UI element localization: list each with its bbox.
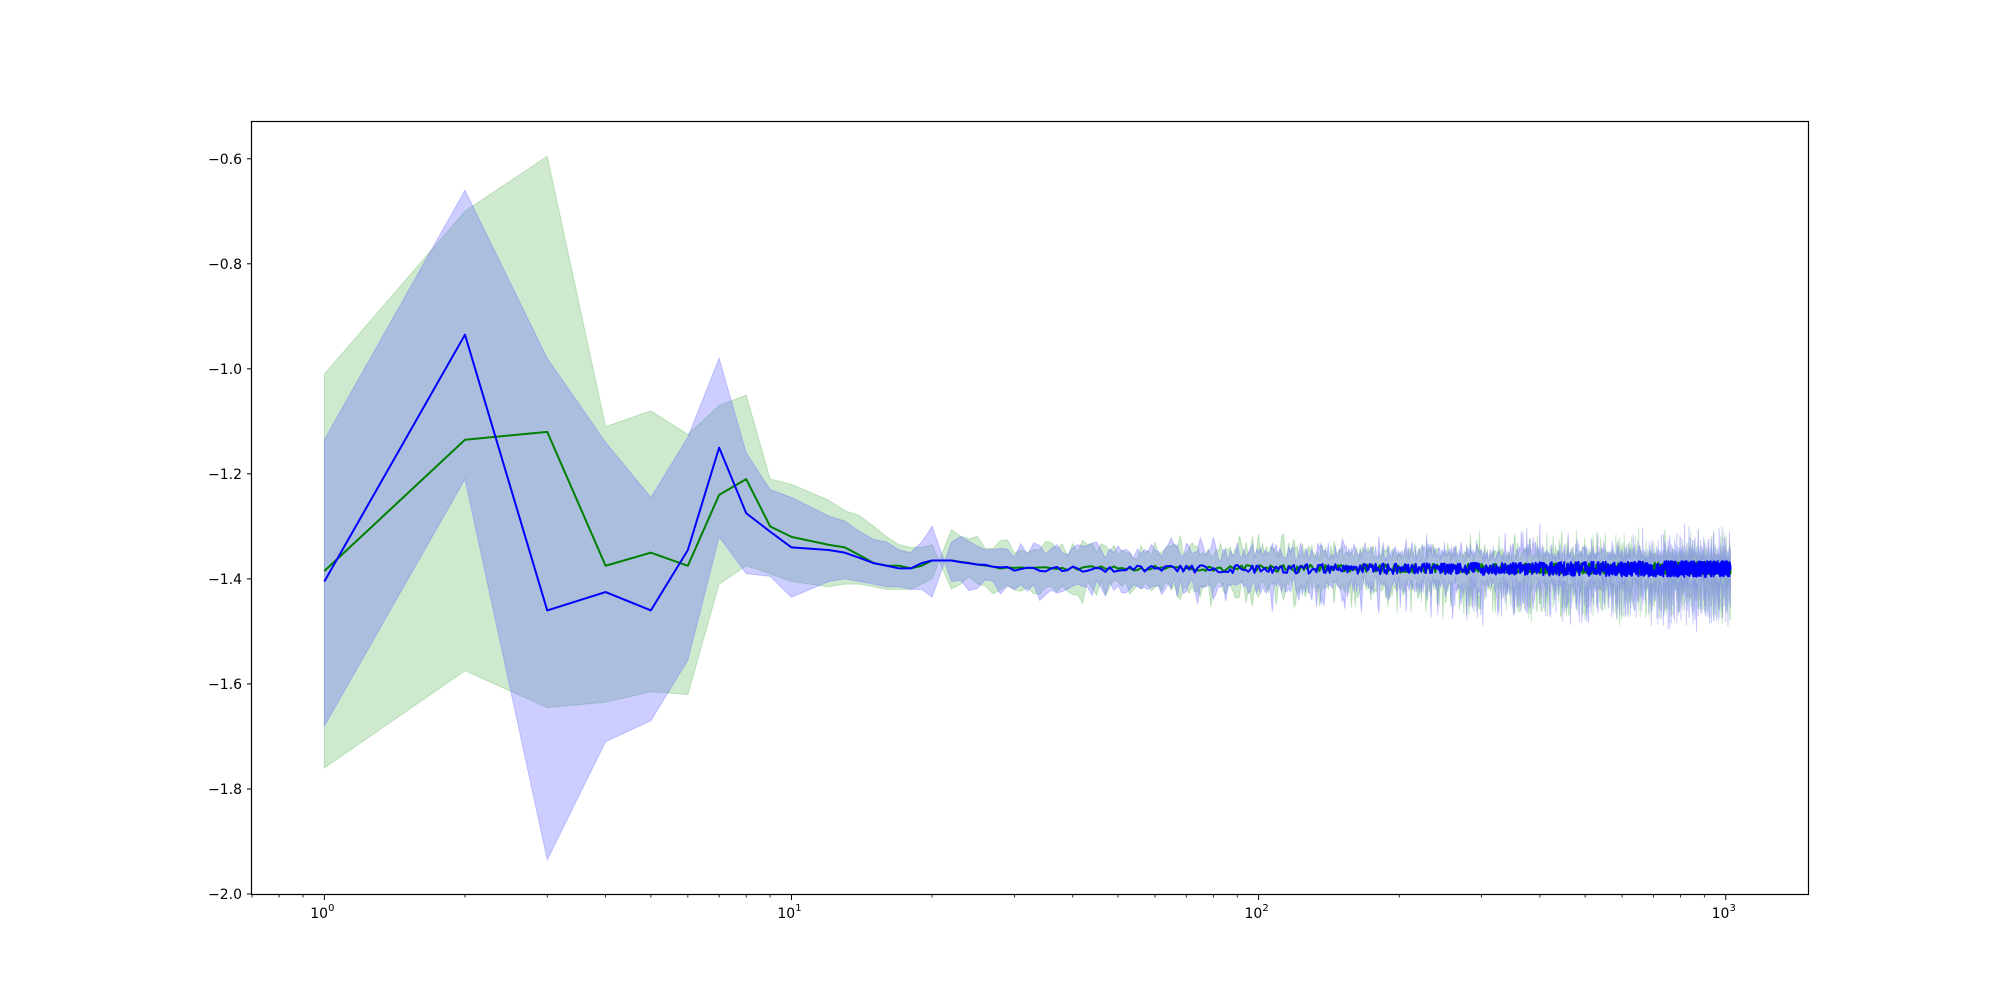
x-tick-exponent: 1 [795, 903, 801, 914]
x-tick-base: 10 [1712, 906, 1730, 922]
y-tick-label: −1.8 [208, 782, 242, 798]
y-tick-label: −1.6 [208, 677, 242, 693]
x-axis: 100 101 102 103 [251, 894, 1736, 922]
series-lines [323, 333, 1732, 612]
x-tick-label: 100 [310, 903, 334, 922]
y-tick-label: −1.0 [208, 362, 242, 378]
y-tick-label: −0.8 [208, 257, 242, 273]
x-tick-label: 102 [1245, 903, 1269, 922]
plot-frame [250, 120, 1810, 896]
x-tick-label: 103 [1712, 903, 1736, 922]
y-tick-label: −1.4 [208, 572, 242, 588]
series-2-line [323, 333, 1732, 612]
y-tick-label: −2.0 [208, 887, 242, 903]
x-tick-exponent: 2 [1262, 903, 1268, 914]
x-tick-exponent: 3 [1729, 903, 1735, 914]
y-axis: −0.6 −0.8 −1.0 −1.2 −1.4 −1.6 −1.8 −2.0 [208, 152, 252, 903]
y-tick-label: −1.2 [208, 467, 242, 483]
x-tick-label: 101 [777, 903, 801, 922]
series-2-band [323, 189, 1732, 862]
x-tick-base: 10 [777, 906, 795, 922]
x-tick-exponent: 0 [328, 903, 334, 914]
y-tick-label: −0.6 [208, 152, 242, 168]
x-tick-base: 10 [1245, 906, 1263, 922]
x-tick-base: 10 [310, 906, 328, 922]
